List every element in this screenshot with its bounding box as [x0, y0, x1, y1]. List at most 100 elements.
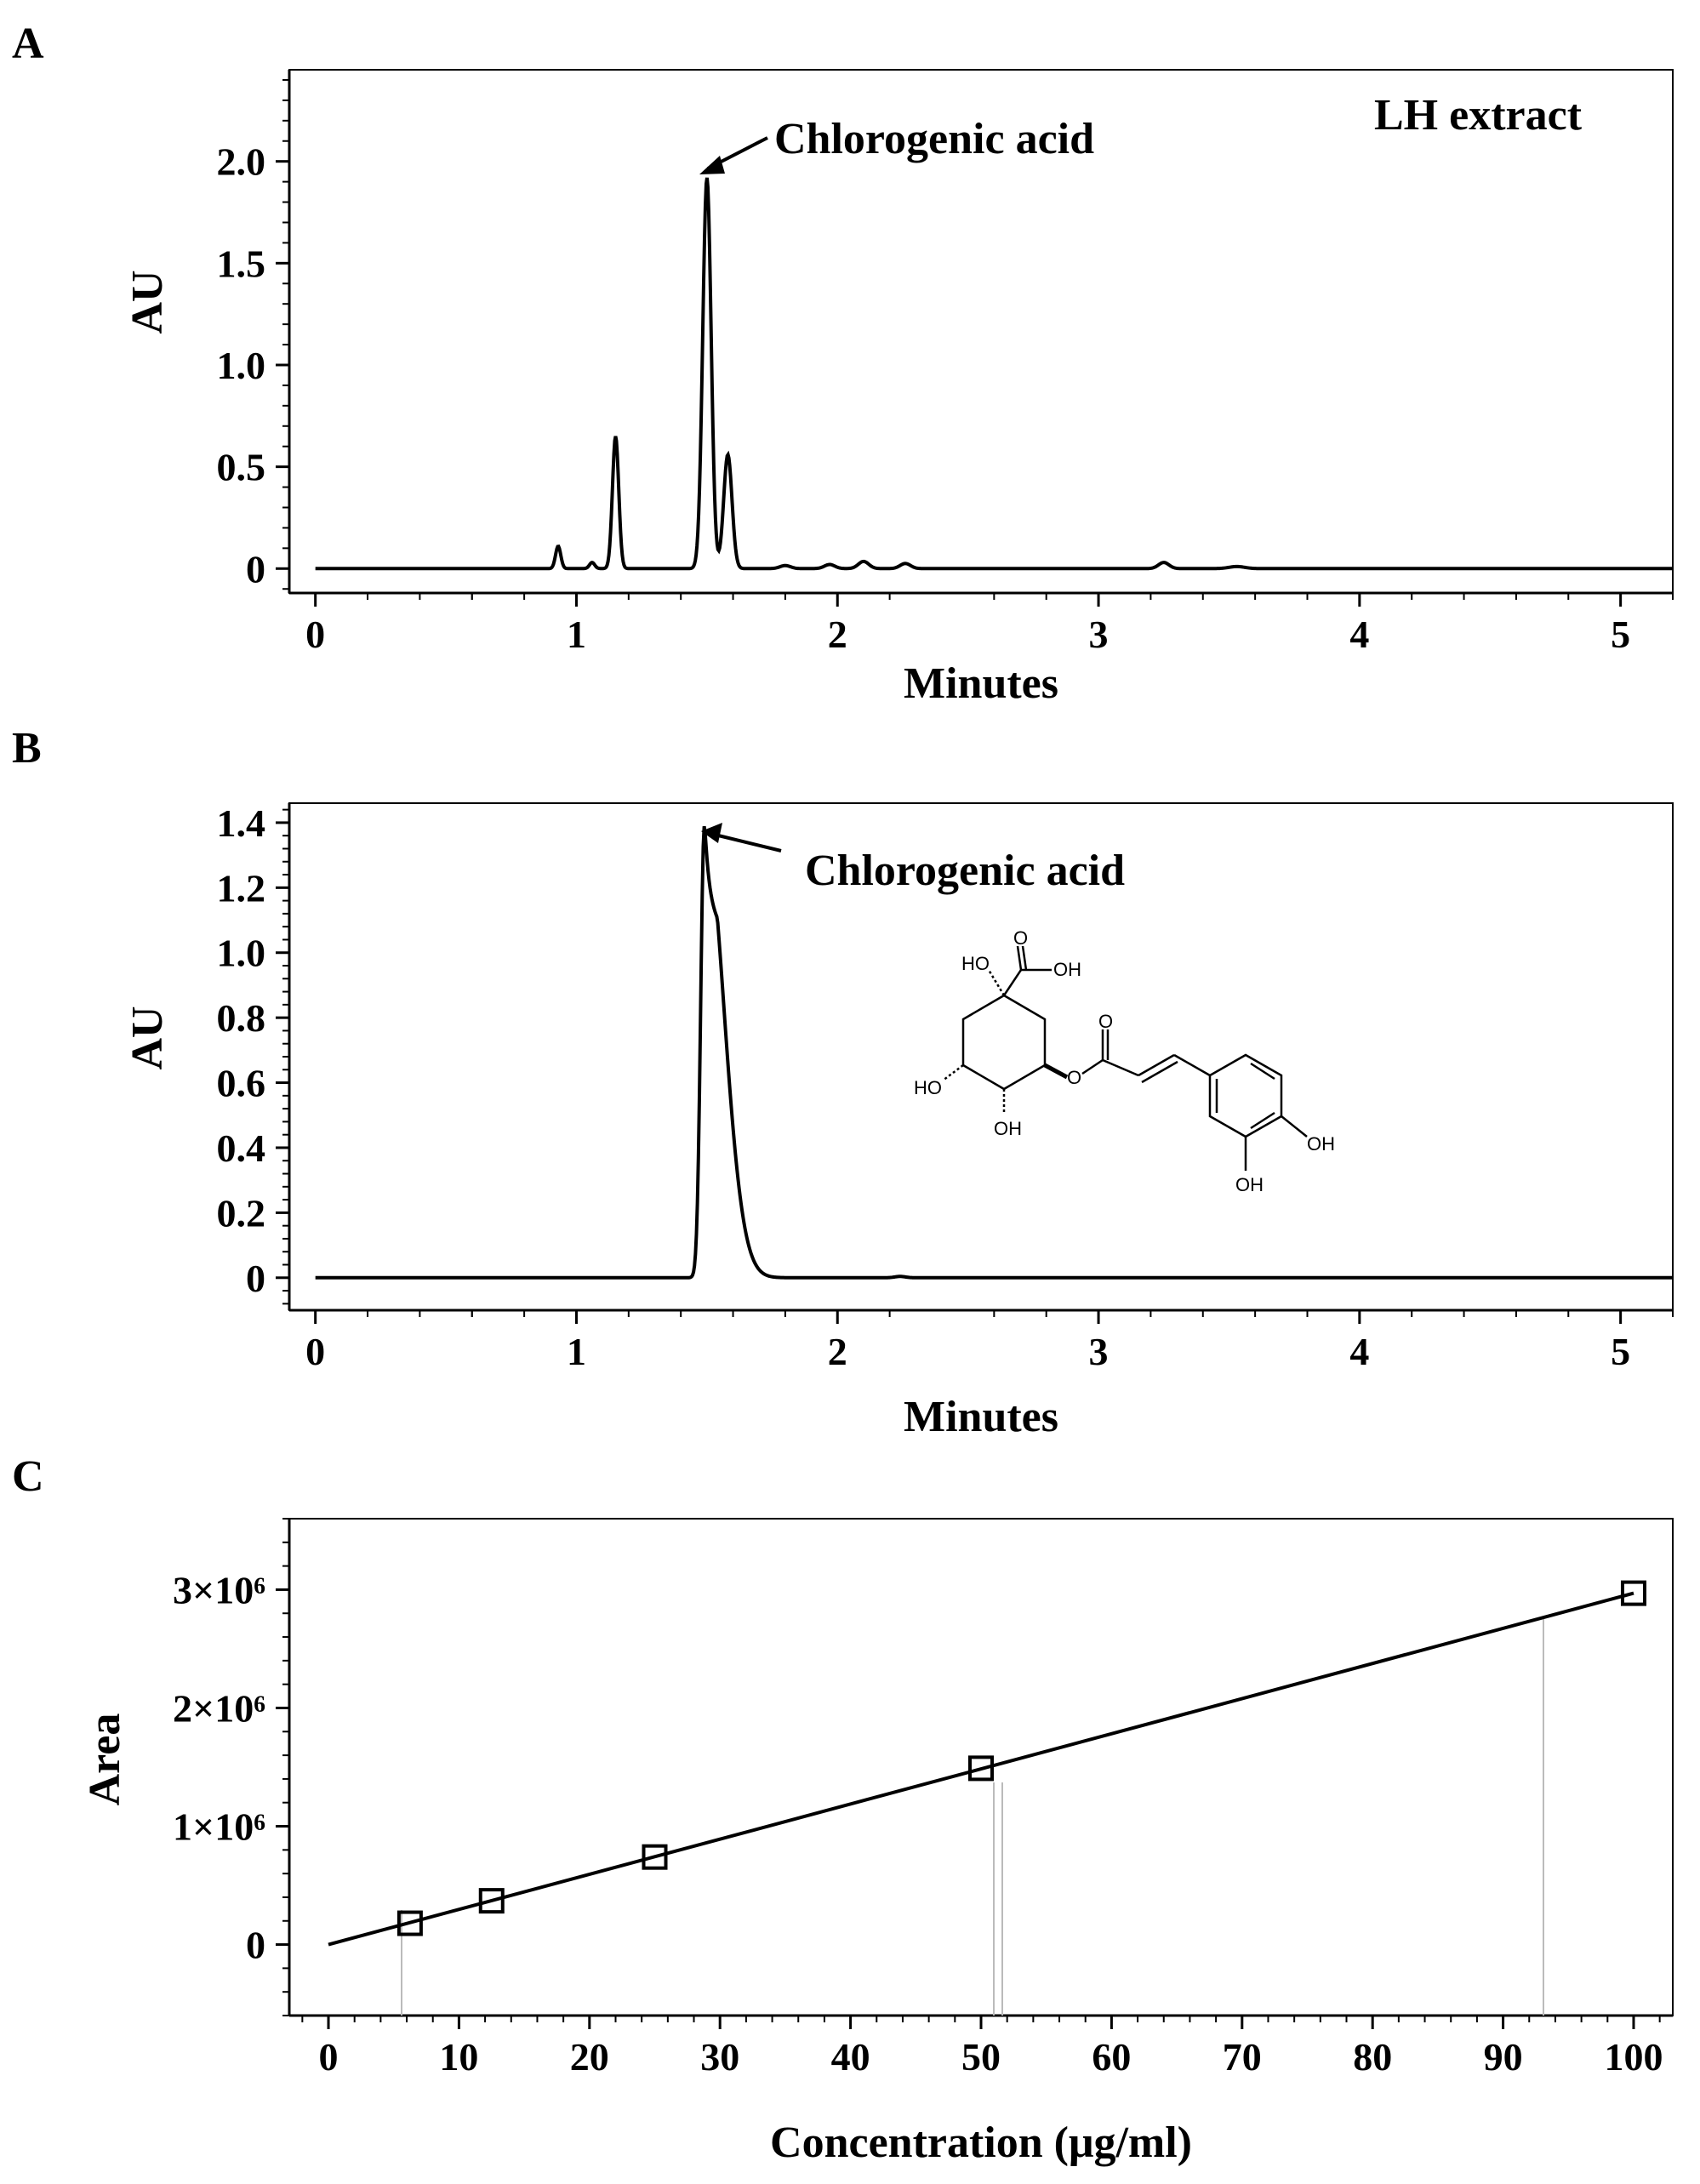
- panel-b-y-tick-label: 0.2: [217, 1191, 266, 1235]
- panel-c-x-tick-label: 100: [1604, 2035, 1663, 2079]
- panel-a-peak-annotation: Chlorogenic acid: [699, 115, 1094, 174]
- panel-b-y-tick-label: 1.4: [217, 801, 266, 845]
- structure-atom-labels: HO O OH O HO O OH OH OH: [914, 927, 1335, 1195]
- panel-a-y-tick-label: 0.5: [217, 446, 266, 489]
- panel-a-x-tick-label: 0: [305, 613, 325, 656]
- panel-b-xlabel: Minutes: [904, 1393, 1058, 1441]
- panel-a-x-tick-label: 1: [567, 613, 586, 656]
- panel-b-x-tick-label: 3: [1089, 1330, 1109, 1373]
- calibration-point: [642, 1844, 668, 1870]
- structure-bond: [1081, 1058, 1104, 1075]
- panel-b-x-tick-label: 5: [1611, 1330, 1630, 1373]
- panel-c-y-tick-label: 3×10⁶: [173, 1568, 265, 1611]
- panel-b-y-tick-label: 0.4: [217, 1126, 266, 1170]
- panel-b-y-tick-label: 1.2: [217, 866, 266, 910]
- structure-atom-o-ester: O: [1067, 1067, 1081, 1088]
- structure-bond: [1250, 1062, 1275, 1081]
- panel-a-annotation-arrowhead: [699, 156, 725, 174]
- panel-b-x-tick-label: 4: [1349, 1330, 1369, 1373]
- panel-b: B AU Minutes 0 1 2 3 4 5 0 0.2 0.4 0.6 0.8 1.0 1.2 1.…: [12, 724, 1674, 1441]
- panel-b-y-tick-label: 0.8: [217, 996, 266, 1040]
- panel-b-x-tick-label: 1: [567, 1330, 586, 1373]
- structure-bond: [1102, 1058, 1139, 1077]
- panel-c-drop-lines: [401, 1617, 1544, 2016]
- panel-c-frame: [288, 1518, 1674, 2016]
- panel-b-y-tick-label: 0: [246, 1257, 265, 1300]
- calibration-point: [478, 1888, 505, 1914]
- panel-a-y-tick-label: 2.0: [217, 140, 266, 184]
- structure-quinic-ring: [961, 994, 1047, 1091]
- structure-atom-ho-top: HO: [961, 953, 990, 974]
- panel-c-xlabel: Concentration (μg/ml): [770, 2118, 1192, 2167]
- panel-b-letter: B: [12, 724, 42, 773]
- calibration-point: [396, 1910, 423, 1936]
- panel-b-peak-annotation: Chlorogenic acid: [701, 823, 1125, 895]
- panel-a-chromatogram-trace: [315, 177, 1673, 571]
- panel-a-xlabel: Minutes: [904, 659, 1058, 708]
- structure-bond: [1281, 1115, 1308, 1138]
- panel-b-y-tick-label: 1.0: [217, 932, 266, 975]
- panel-a-x-tick-label: 3: [1089, 613, 1109, 656]
- structure-bond: [1021, 945, 1028, 971]
- panel-c-x-tick-label: 10: [439, 2035, 478, 2079]
- panel-a-sample-label: LH extract: [1374, 91, 1583, 140]
- panel-c-fit-line: [328, 1591, 1634, 1947]
- panel-c-x-tick-label: 50: [961, 2035, 1001, 2079]
- panel-c-x-tick-label: 20: [570, 2035, 609, 2079]
- panel-c-ylabel: Area: [81, 1714, 129, 1806]
- panel-a-x-tick-label: 2: [828, 613, 847, 656]
- structure-bond: [987, 969, 1006, 996]
- panel-a-x-tick-label: 5: [1611, 613, 1630, 656]
- structure-atom-o-ester-carbonyl: O: [1098, 1011, 1113, 1032]
- panel-b-annotation-arrowhead: [701, 823, 722, 843]
- panel-b-y-tick-label: 0.6: [217, 1062, 266, 1105]
- panel-c-x-tick-label: 90: [1484, 2035, 1523, 2079]
- calibration-point: [1620, 1580, 1646, 1606]
- panel-c-y-tick-label: 1×10⁶: [173, 1805, 265, 1849]
- panel-c-x-tick-label: 80: [1353, 2035, 1392, 2079]
- panel-c-x-tick-label: 40: [831, 2035, 870, 2079]
- structure-bond: [1173, 1053, 1211, 1077]
- panel-a-ylabel: AU: [123, 270, 172, 334]
- structure-atom-oh-carboxyl: OH: [1053, 959, 1081, 980]
- structure-atom-oh-meta: OH: [1235, 1174, 1264, 1195]
- panel-c-axes: 0 10 20 30 40 50 60 70 80 90 100 0 1×10⁶ 2×10⁶ 3×10⁶: [173, 1518, 1673, 2079]
- structure-bond: [1043, 1063, 1069, 1080]
- panel-c-x-tick-label: 60: [1092, 2035, 1131, 2079]
- structure-atom-oh-para: OH: [1307, 1133, 1335, 1155]
- panel-c-y-tick-label: 0: [246, 1924, 265, 1967]
- structure-bond: [1250, 1111, 1275, 1130]
- panel-b-chromatogram-trace: [315, 825, 1673, 1280]
- panel-b-annotation-label: Chlorogenic acid: [805, 847, 1125, 895]
- chlorogenic-acid-structure: [942, 945, 1308, 1171]
- structure-bond: [1141, 1060, 1178, 1084]
- structure-aromatic-ring: [1208, 1053, 1283, 1138]
- panel-c-x-tick-label: 70: [1223, 2035, 1262, 2079]
- calibration-point: [968, 1755, 994, 1782]
- structure-bond: [1016, 945, 1023, 971]
- structure-bond: [942, 1064, 964, 1081]
- panel-c-y-tick-label: 2×10⁶: [173, 1686, 265, 1730]
- structure-bond: [1002, 969, 1023, 996]
- panel-a-annotation-label: Chlorogenic acid: [774, 115, 1094, 163]
- panel-c-points: [396, 1580, 1646, 1936]
- panel-c-x-tick-label: 0: [319, 2035, 339, 2079]
- panel-a-axes: 0 1 2 3 4 5 0 0.5 1.0 1.5 2.0: [217, 70, 1674, 656]
- panel-b-ylabel: AU: [123, 1006, 172, 1069]
- panel-c-x-tick-label: 30: [700, 2035, 739, 2079]
- panel-b-x-tick-label: 2: [828, 1330, 847, 1373]
- structure-bond: [1138, 1053, 1175, 1077]
- panel-b-x-tick-label: 0: [305, 1330, 325, 1373]
- panel-a-y-tick-label: 1.0: [217, 344, 266, 387]
- panel-a: A AU Minutes LH extract 0 1 2 3 4 5 0 0.5 1.0 1.5…: [12, 20, 1674, 708]
- panel-b-axes: 0 1 2 3 4 5 0 0.2 0.4 0.6 0.8 1.0 1.2 1.4: [217, 801, 1674, 1373]
- structure-atom-o-carboxyl: O: [1013, 927, 1028, 949]
- panel-a-y-tick-label: 1.5: [217, 242, 266, 285]
- panel-c: C Area Concentration (μg/ml) 0 10 20 30 40 50…: [12, 1452, 1674, 2167]
- structure-atom-oh-bottom: OH: [994, 1118, 1022, 1139]
- panel-a-letter: A: [12, 20, 44, 68]
- panel-a-x-tick-label: 4: [1349, 613, 1369, 656]
- panel-a-y-tick-label: 0: [246, 547, 265, 590]
- panel-c-letter: C: [12, 1452, 44, 1501]
